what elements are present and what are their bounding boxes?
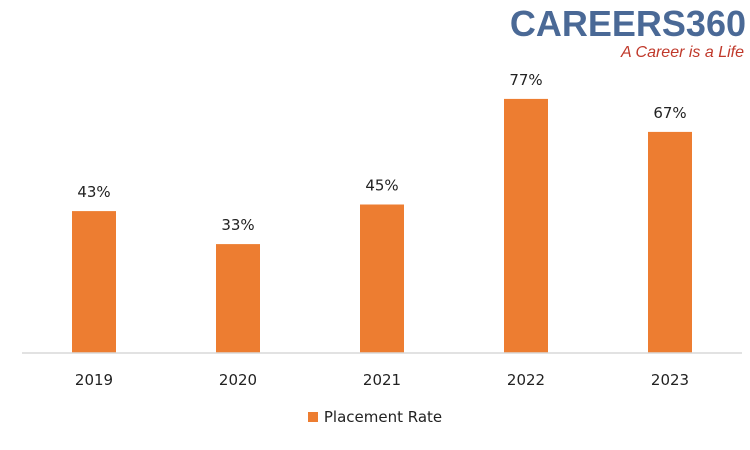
bar-2021 (360, 204, 404, 353)
data-labels-group: 43% 33% 45% 77% 67% (77, 71, 686, 234)
x-tick-label-2022: 2022 (507, 371, 545, 389)
bar-2023 (648, 131, 692, 353)
data-label-2022: 77% (509, 71, 542, 89)
x-tick-labels-group: 2019 2020 2021 2022 2023 (75, 371, 689, 389)
careers360-logo: CAREERS360 A Career is a Life (496, 4, 746, 62)
legend-label: Placement Rate (323, 408, 443, 426)
data-label-2021: 45% (365, 177, 398, 195)
x-tick-label-2019: 2019 (75, 371, 113, 389)
bars-group (72, 98, 692, 354)
chart-legend: Placement Rate (0, 408, 750, 426)
data-label-2019: 43% (77, 183, 110, 201)
bar-2019 (72, 211, 116, 353)
legend-swatch (307, 412, 318, 422)
x-tick-label-2020: 2020 (219, 371, 257, 389)
bar-2020 (216, 244, 260, 353)
data-label-2020: 33% (221, 216, 254, 234)
logo-tagline: A Career is a Life (620, 44, 744, 61)
x-tick-label-2021: 2021 (363, 371, 401, 389)
bar-2022 (504, 98, 548, 354)
logo-wordmark: CAREERS360 (509, 3, 746, 44)
x-tick-label-2023: 2023 (651, 371, 689, 389)
data-label-2023: 67% (653, 104, 686, 122)
